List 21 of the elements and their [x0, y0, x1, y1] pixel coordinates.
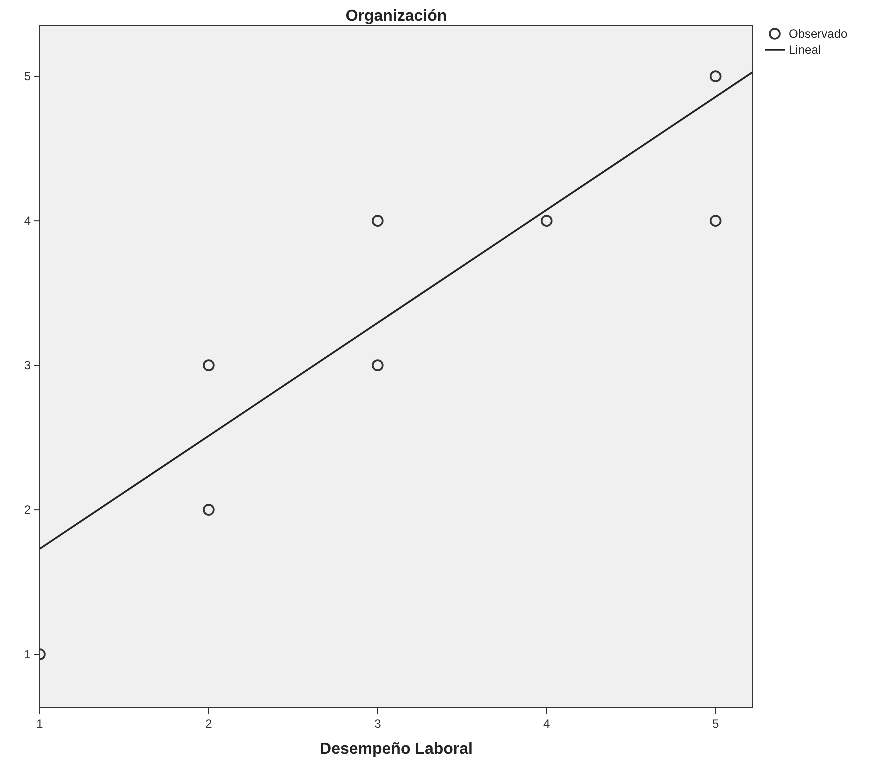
point [203, 504, 215, 516]
x-axis-title: Desempeño Laboral [320, 741, 473, 758]
chart-title: Organización [346, 8, 448, 25]
x-tick-label: 5 [712, 717, 720, 731]
x-tick-label: 1 [36, 717, 44, 731]
legend-label: Lineal [789, 43, 822, 57]
point [203, 360, 215, 372]
y-tick-label: 2 [24, 503, 32, 518]
x-tick-label: 2 [206, 717, 213, 731]
point [372, 360, 384, 372]
legend-label: Observado [789, 27, 848, 41]
y-tick-label: 1 [24, 648, 32, 662]
x-tick-label: 4 [544, 717, 551, 731]
y-tick-label: 3 [24, 358, 32, 373]
point [710, 70, 722, 82]
y-tick-label: 4 [24, 214, 32, 228]
y-tick-label: 5 [24, 70, 32, 84]
point [372, 215, 384, 227]
x-tick-label: 3 [374, 717, 382, 731]
point [710, 215, 722, 227]
point [540, 215, 553, 227]
